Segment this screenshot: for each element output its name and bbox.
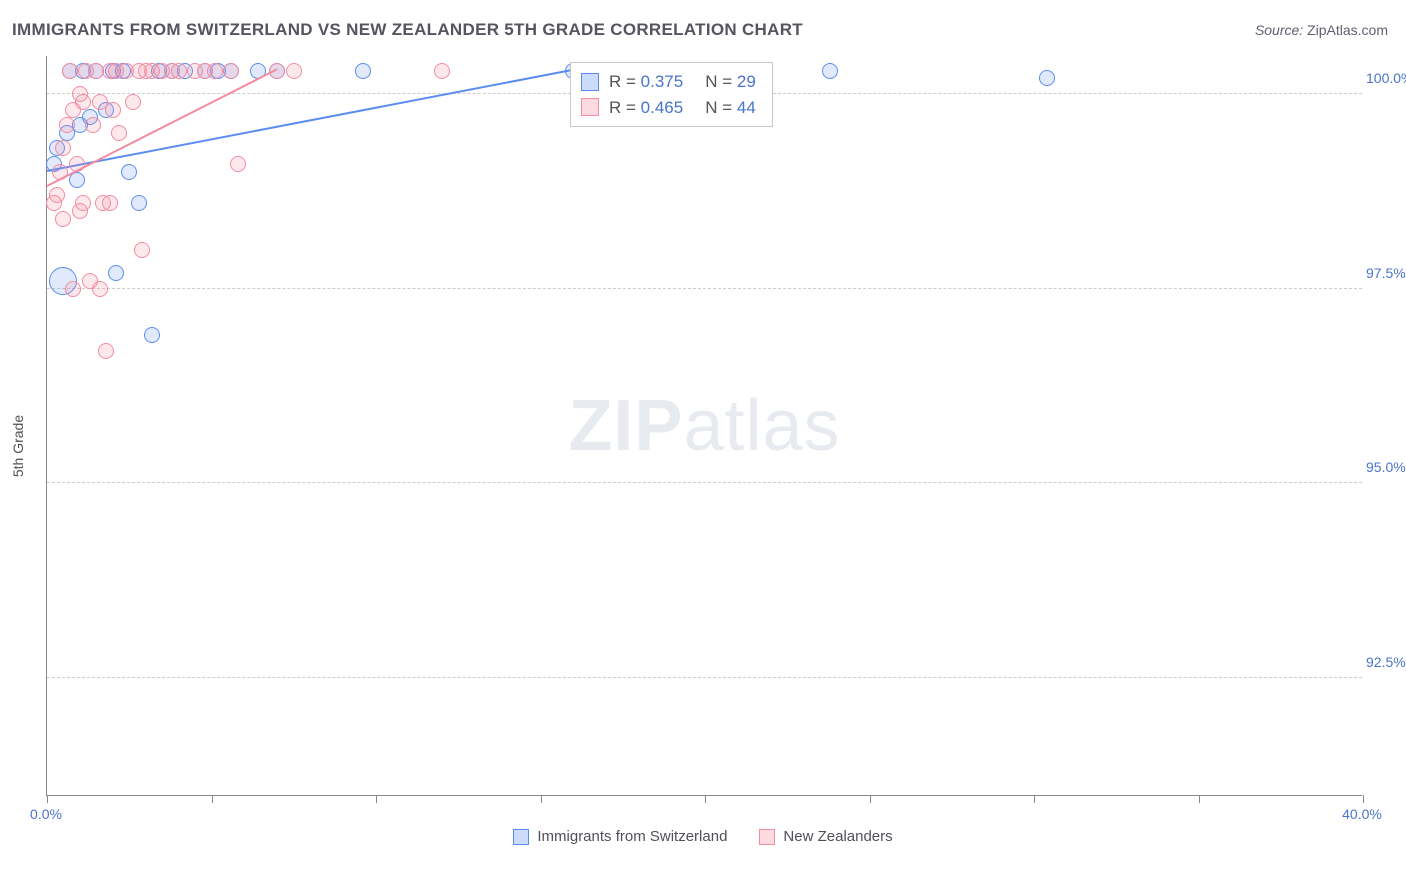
data-point xyxy=(98,343,114,359)
x-tick xyxy=(541,795,542,803)
gridline xyxy=(47,288,1362,289)
stats-row: R = 0.465 N = 44 xyxy=(581,95,756,121)
x-tick xyxy=(212,795,213,803)
legend: Immigrants from Switzerland New Zealander… xyxy=(0,828,1406,849)
data-point xyxy=(55,140,71,156)
stats-swatch xyxy=(581,98,599,116)
data-point xyxy=(108,265,124,281)
y-axis-title: 5th Grade xyxy=(10,415,26,477)
data-point xyxy=(85,117,101,133)
y-tick-label: 97.5% xyxy=(1366,265,1406,281)
data-point xyxy=(230,156,246,172)
gridline xyxy=(47,677,1362,678)
stats-swatch xyxy=(581,73,599,91)
legend-label: Immigrants from Switzerland xyxy=(537,828,727,845)
data-point xyxy=(62,63,78,79)
x-tick xyxy=(376,795,377,803)
trend-line xyxy=(47,69,574,172)
n-label: N = 44 xyxy=(705,95,756,121)
x-tick xyxy=(1363,795,1364,803)
legend-item: Immigrants from Switzerland xyxy=(513,828,727,845)
chart-container: IMMIGRANTS FROM SWITZERLAND VS NEW ZEALA… xyxy=(0,0,1406,892)
data-point xyxy=(223,63,239,79)
x-tick xyxy=(705,795,706,803)
source-credit: Source: ZipAtlas.com xyxy=(1255,22,1388,38)
data-point xyxy=(355,63,371,79)
stats-row: R = 0.375 N = 29 xyxy=(581,69,756,95)
data-point xyxy=(1039,70,1055,86)
gridline xyxy=(47,482,1362,483)
data-point xyxy=(207,63,223,79)
data-point xyxy=(59,117,75,133)
data-point xyxy=(134,242,150,258)
data-point xyxy=(131,195,147,211)
x-tick xyxy=(1034,795,1035,803)
data-point xyxy=(144,327,160,343)
data-point xyxy=(75,94,91,110)
data-point xyxy=(49,187,65,203)
data-point xyxy=(92,281,108,297)
stats-box: R = 0.375 N = 29 R = 0.465 N = 44 xyxy=(570,62,773,127)
r-label: R = 0.375 xyxy=(609,69,683,95)
data-point xyxy=(75,195,91,211)
data-point xyxy=(121,164,137,180)
legend-label: New Zealanders xyxy=(783,828,892,845)
plot-area: ZIPatlas 92.5%95.0%97.5%100.0% xyxy=(46,56,1362,796)
source-name: ZipAtlas.com xyxy=(1307,22,1388,38)
data-point xyxy=(171,63,187,79)
legend-swatch xyxy=(513,829,529,845)
r-label: R = 0.465 xyxy=(609,95,683,121)
x-tick-label: 40.0% xyxy=(1342,806,1382,822)
legend-item: New Zealanders xyxy=(759,828,892,845)
data-point xyxy=(125,94,141,110)
y-tick-label: 100.0% xyxy=(1366,70,1406,86)
data-point xyxy=(55,211,71,227)
n-label: N = 29 xyxy=(705,69,756,95)
x-tick xyxy=(870,795,871,803)
watermark: ZIPatlas xyxy=(568,385,840,467)
data-point xyxy=(65,281,81,297)
data-point xyxy=(286,63,302,79)
data-point xyxy=(102,195,118,211)
source-label: Source: xyxy=(1255,22,1307,38)
x-tick xyxy=(1199,795,1200,803)
watermark-light: atlas xyxy=(683,386,840,466)
watermark-bold: ZIP xyxy=(568,386,683,466)
chart-title: IMMIGRANTS FROM SWITZERLAND VS NEW ZEALA… xyxy=(12,20,803,40)
x-tick xyxy=(47,795,48,803)
data-point xyxy=(434,63,450,79)
legend-swatch xyxy=(759,829,775,845)
y-tick-label: 92.5% xyxy=(1366,654,1406,670)
data-point xyxy=(822,63,838,79)
data-point xyxy=(105,102,121,118)
data-point xyxy=(111,125,127,141)
y-tick-label: 95.0% xyxy=(1366,459,1406,475)
x-tick-label: 0.0% xyxy=(30,806,62,822)
